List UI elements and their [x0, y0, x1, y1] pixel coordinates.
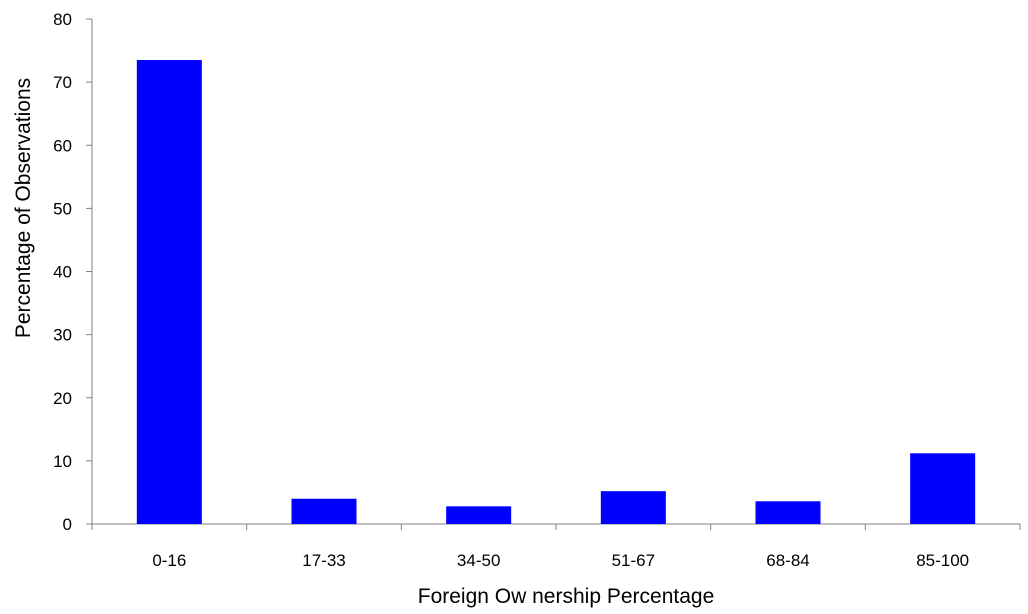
- bar-51-67: [600, 491, 666, 524]
- x-tick-label: 17-33: [302, 551, 345, 570]
- y-axis-title: Percentage of Observations: [12, 78, 35, 338]
- y-tick-label: 10: [53, 452, 72, 471]
- x-tick-label: 0-16: [152, 551, 186, 570]
- y-tick-label: 70: [53, 73, 72, 92]
- bar-85-100: [910, 453, 976, 524]
- y-tick-label: 20: [53, 389, 72, 408]
- bar-68-84: [755, 501, 821, 524]
- bar-0-16: [136, 60, 202, 524]
- bar-17-33: [291, 498, 357, 524]
- y-tick-label: 0: [63, 515, 72, 534]
- y-axis: 0 10 20 30 40 50 60 70 80: [53, 10, 93, 534]
- x-tick-label: 85-100: [916, 551, 969, 570]
- y-tick-label: 30: [53, 326, 72, 345]
- x-axis-title: Foreign Ow nership Percentage: [418, 585, 715, 608]
- x-tick-label: 34-50: [457, 551, 500, 570]
- x-tick-label: 68-84: [766, 551, 809, 570]
- y-tick-label: 40: [53, 263, 72, 282]
- y-tick-label: 50: [53, 199, 72, 218]
- bar-34-50: [446, 506, 512, 524]
- bar-series: [136, 60, 976, 524]
- x-tick-label: 51-67: [612, 551, 655, 570]
- x-axis: 0-16 17-33 34-50 51-67 68-84 85-100: [91, 523, 1021, 570]
- y-tick-label: 60: [53, 136, 72, 155]
- y-tick-label: 80: [53, 10, 72, 29]
